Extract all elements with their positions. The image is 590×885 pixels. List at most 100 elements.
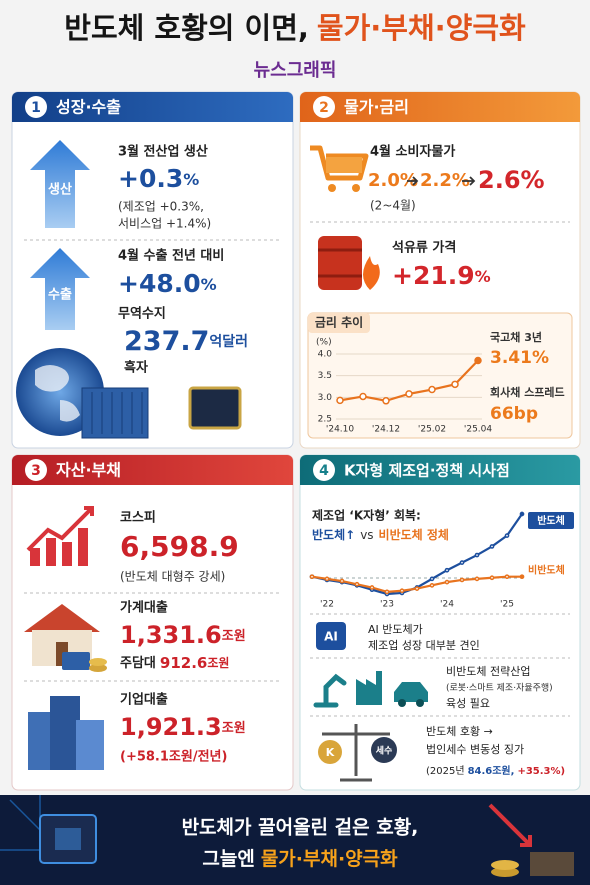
item-text: 비반도체 전략산업 (446, 665, 530, 678)
data-point (474, 552, 480, 558)
footer-line: 반도체가 끌어올린 겉은 호황, (182, 816, 419, 839)
label: 무역수지 (118, 306, 166, 322)
data-point (451, 380, 459, 389)
panel-header (300, 455, 580, 485)
decline-arrow (488, 803, 532, 847)
axis-unit: (%) (316, 338, 332, 348)
x-tick-label: '24.12 (372, 425, 400, 435)
value-number: 1,331.6 (120, 621, 222, 649)
panel-number: 4 (319, 463, 329, 479)
data-point (354, 581, 360, 587)
amount: 84.6조원, (468, 764, 515, 777)
title-main: 반도체 호황의 이면, (64, 11, 309, 45)
legend-label: 비반도체 (528, 564, 565, 577)
coins-illustration (491, 867, 519, 877)
data-point (444, 579, 450, 585)
item-text: AI 반도체가 (368, 623, 423, 636)
label: 코스피 (120, 511, 156, 526)
x-tick-label: '23 (380, 600, 394, 610)
car-wheel (398, 699, 406, 707)
building-icon (76, 720, 104, 770)
arrow-icon (30, 248, 90, 330)
barrel-icon (318, 236, 362, 290)
item-text: (2025년 84.6조원, +35.3%) (426, 764, 565, 777)
label: 4월 소비자물가 (370, 144, 455, 160)
value-number: 237.7 (124, 326, 209, 357)
data-point (504, 533, 510, 538)
rate-chart: 2.5 3.0 3.5 4.0 '24.10 '24.12 '25.02 '25.04 (318, 350, 493, 435)
arrow-badge: 수출 (48, 287, 72, 303)
value-unit: 억달러 (209, 334, 248, 350)
sub-number: 912.6 (160, 654, 207, 672)
data-point (336, 396, 344, 405)
value-unit: % (183, 170, 199, 189)
data-point (504, 574, 510, 580)
arrow-icon (30, 140, 90, 228)
coins-icon (89, 664, 107, 672)
factory-icon (356, 671, 382, 705)
data-point (444, 567, 450, 573)
data-point (459, 560, 465, 565)
growth-arrow (26, 506, 94, 552)
note: (+58.1조원/전년) (120, 749, 227, 765)
data-point (414, 586, 420, 591)
panel-header (300, 92, 580, 122)
data-point (459, 577, 465, 583)
data-point (474, 576, 480, 582)
scale-icon (322, 724, 390, 782)
y-tick-label: 2.5 (318, 415, 332, 425)
rate-chart-tag (308, 313, 370, 333)
value-unit: 조원 (222, 629, 246, 644)
value: +0.3% (118, 164, 199, 193)
y-tick-label: 3.0 (318, 393, 333, 403)
cart-icon (310, 145, 369, 181)
footer: 반도체가 끌어올린 겉은 호황, 그늘엔 물가·부채·양극화 (0, 795, 590, 885)
cpi-value: 2.6% (478, 166, 545, 194)
coins-illustration (491, 860, 519, 870)
note: (2~4월) (370, 199, 416, 213)
arrow (407, 176, 419, 186)
panel-title: 성장·수출 (56, 98, 121, 117)
subtitle-part: 비반도체 정체 (379, 527, 449, 542)
cart-wheel (328, 184, 336, 192)
item-text: 육성 필요 (446, 697, 490, 710)
annotation-label: 회사채 스프레드 (490, 385, 565, 399)
title: 반도체 호황의 이면, 물가·부채·양극화 (64, 11, 526, 45)
coins-icon (89, 658, 107, 666)
x-tick-label: '22 (320, 600, 334, 610)
label: 기업대출 (120, 692, 168, 708)
data-point (399, 588, 405, 594)
x-tick-label: '24.10 (326, 425, 355, 435)
chart-title: 금리 추이 (315, 315, 363, 330)
note: 흑자 (124, 360, 148, 376)
title-accent: 물가·부채·양극화 (317, 11, 526, 45)
annotation-label: 국고채 3년 (490, 330, 542, 344)
label: 4월 수출 전년 대비 (118, 248, 224, 264)
subtitle-part: vs (360, 528, 373, 542)
value: 1,921.3조원 (120, 713, 246, 741)
barrel-bands (318, 248, 362, 278)
detail: (2025년 (426, 765, 465, 777)
house-roof (24, 604, 100, 632)
panel-growth: 1 성장·수출 생산 3월 전산업 생산 +0.3% (제조업 +0.3%, 서… (11, 91, 294, 449)
data-point (382, 397, 390, 405)
panel-number: 2 (319, 100, 329, 116)
panel-title: 자산·부채 (56, 461, 121, 480)
data-point (519, 574, 525, 580)
value: +21.9% (392, 261, 491, 290)
data-point (309, 574, 315, 580)
scale-label: 세수 (376, 745, 393, 757)
car-wheel (416, 699, 424, 707)
note: (반도체 대형주 강세) (120, 570, 225, 584)
label: 가계대출 (120, 600, 168, 616)
card-icon (62, 652, 90, 670)
flame-icon (363, 256, 380, 290)
value: 237.7억달러 (124, 326, 248, 357)
value-number: +21.9 (392, 261, 475, 290)
data-point (324, 576, 330, 582)
footer-line: 그늘엔 물가·부채·양극화 (202, 848, 398, 870)
ai-icon-label: AI (324, 630, 338, 644)
building-icon (50, 696, 80, 770)
number-badge (25, 96, 47, 118)
panel-policy: 4 K자형 제조업·정책 시사점 제조업 ‘K자형’ 회복: 반도체↑ vs 비반도… (299, 454, 581, 791)
